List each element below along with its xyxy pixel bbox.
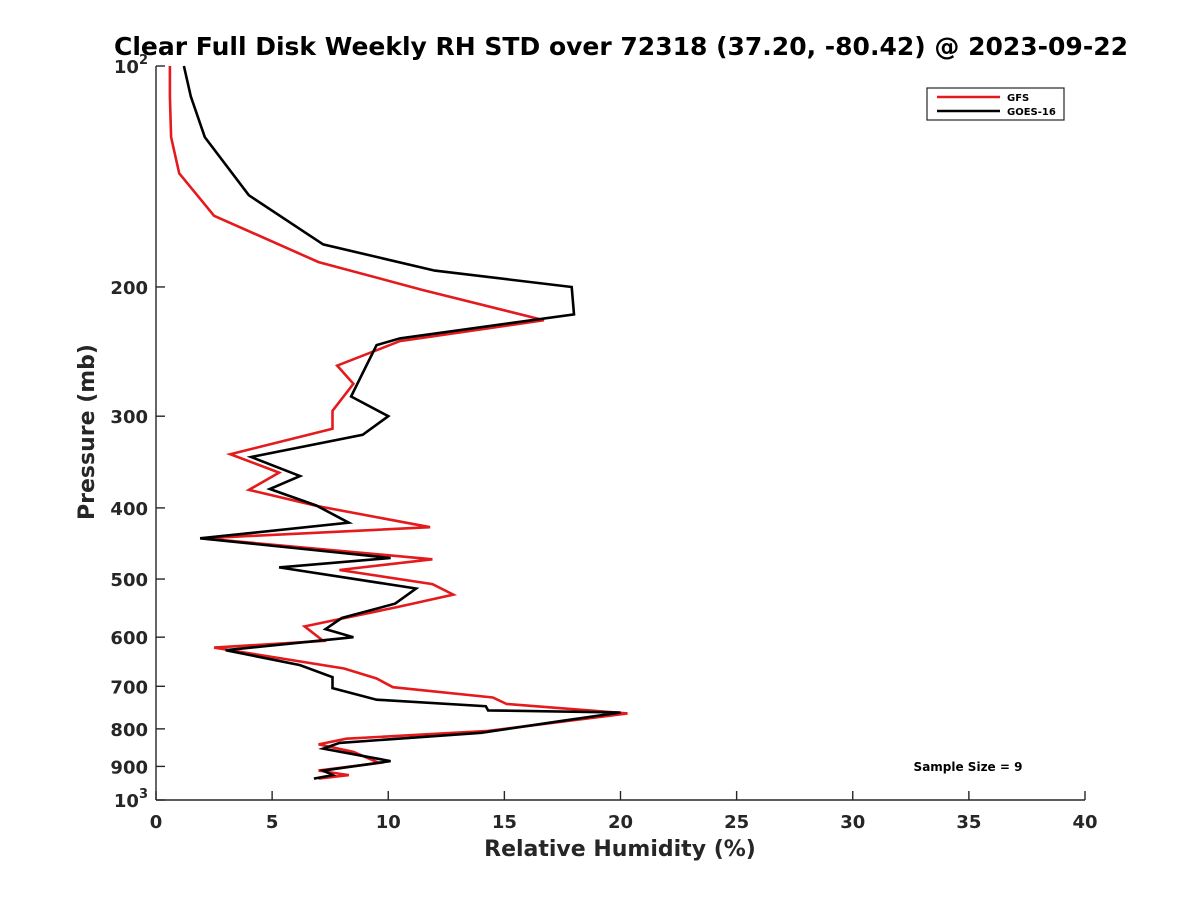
x-tick-label: 10: [376, 812, 401, 833]
y-tick-label: 103: [114, 787, 148, 812]
legend-box: [926, 87, 1065, 121]
y-tick-label: 400: [110, 499, 148, 520]
x-tick-label: 30: [840, 812, 865, 833]
ticks-layer: 0 5 10 15 20 25 30 35 40 102 200 300 400 500 600 700 800…: [110, 53, 1097, 833]
series-line-gfs: [168, 66, 628, 780]
y-tick-label: 300: [110, 407, 148, 428]
y-tick-label: 102: [114, 53, 148, 78]
x-tick-label: 5: [266, 812, 279, 833]
x-tick-label: 15: [492, 812, 517, 833]
y-tick-label: 700: [110, 677, 148, 698]
series-layer: [168, 65, 628, 780]
x-tick-label: 25: [724, 812, 749, 833]
chart-title: Clear Full Disk Weekly RH STD over 72318…: [114, 32, 1128, 61]
x-tick-label: 20: [608, 812, 633, 833]
y-tick-label: 800: [110, 720, 148, 741]
x-axis-label: Relative Humidity (%): [484, 837, 756, 862]
y-tick-label: 900: [110, 757, 148, 778]
y-tick-label: 500: [110, 570, 148, 591]
legend-label-goes16: GOES-16: [1007, 107, 1056, 118]
legend: GFS GOES-16: [926, 87, 1065, 121]
sample-size-annotation: Sample Size = 9: [914, 760, 1023, 774]
legend-label-gfs: GFS: [1007, 93, 1029, 104]
plot-area: [156, 66, 1085, 800]
y-axis-label: Pressure (mb): [75, 344, 100, 520]
y-tick-label: 200: [110, 278, 148, 299]
x-tick-label: 40: [1072, 812, 1097, 833]
x-tick-label: 0: [150, 812, 163, 833]
y-tick-label: 600: [110, 628, 148, 649]
series-line-goes16: [182, 65, 621, 780]
x-tick-label: 35: [956, 812, 981, 833]
